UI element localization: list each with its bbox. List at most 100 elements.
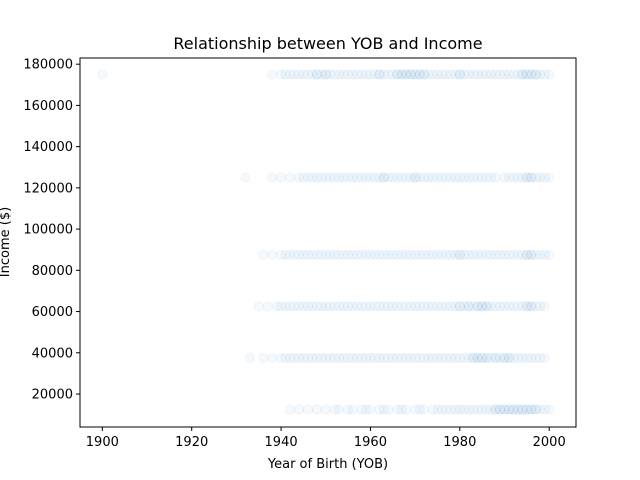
- scatter-point: [320, 352, 331, 364]
- scatter-point: [307, 352, 318, 364]
- scatter-point: [521, 301, 532, 312]
- scatter-point: [329, 69, 340, 80]
- scatter-point: [302, 301, 313, 312]
- scatter-point: [347, 69, 358, 80]
- scatter-point: [441, 301, 452, 312]
- scatter-point: [454, 69, 465, 80]
- scatter-point: [298, 352, 309, 364]
- scatter-point: [481, 301, 492, 312]
- scatter-point: [459, 301, 470, 312]
- scatter-point: [378, 69, 389, 80]
- y-tick-label: 160000: [23, 99, 73, 114]
- scatter-point: [338, 249, 349, 260]
- scatter-point: [517, 249, 528, 260]
- scatter-point: [396, 249, 407, 260]
- scatter-point: [418, 249, 430, 260]
- scatter-point: [494, 69, 506, 80]
- scatter-point: [284, 249, 296, 260]
- scatter-point: [316, 249, 327, 260]
- scatter-point: [481, 352, 492, 364]
- scatter-point: [316, 172, 327, 183]
- scatter-point: [481, 352, 492, 364]
- scatter-point: [418, 172, 430, 183]
- scatter-point: [512, 69, 524, 80]
- scatter-point: [463, 301, 474, 312]
- scatter-point: [494, 249, 506, 260]
- scatter-point: [289, 69, 300, 80]
- scatter-point: [503, 172, 515, 183]
- scatter-point: [432, 301, 443, 312]
- scatter-point: [486, 352, 497, 364]
- y-tick-label: 100000: [23, 223, 73, 238]
- scatter-point: [334, 172, 345, 183]
- scatter-point: [427, 404, 439, 415]
- scatter-point: [284, 301, 296, 312]
- scatter-point: [347, 249, 358, 260]
- scatter-point: [289, 352, 300, 364]
- scatter-point: [486, 172, 497, 183]
- scatter-point: [530, 172, 541, 183]
- scatter-point: [468, 352, 479, 364]
- scatter-point: [410, 69, 421, 80]
- scatter-point: [360, 172, 372, 183]
- scatter-point: [445, 301, 456, 312]
- scatter-point: [477, 249, 488, 260]
- scatter-point: [351, 249, 363, 260]
- scatter-point: [486, 69, 497, 80]
- scatter-point: [334, 352, 345, 364]
- scatter-point: [356, 249, 367, 260]
- scatter-point: [521, 172, 532, 183]
- scatter-point: [289, 301, 300, 312]
- scatter-point: [383, 69, 394, 80]
- scatter-point: [454, 172, 465, 183]
- scatter-point: [463, 69, 474, 80]
- scatter-point: [378, 301, 389, 312]
- scatter-point: [271, 301, 282, 312]
- scatter-point: [414, 249, 425, 260]
- scatter-point: [526, 172, 537, 183]
- scatter-point: [530, 249, 541, 260]
- scatter-point: [351, 301, 363, 312]
- scatter-point: [441, 69, 452, 80]
- scatter-point: [351, 69, 363, 80]
- scatter-point: [423, 249, 434, 260]
- scatter-point: [450, 249, 461, 260]
- scatter-point: [535, 172, 546, 183]
- scatter-point: [267, 352, 278, 364]
- scatter-point: [284, 404, 296, 415]
- scatter-point: [320, 301, 331, 312]
- scatter-point: [535, 69, 546, 80]
- scatter-point: [343, 172, 354, 183]
- scatter-point: [356, 404, 367, 415]
- scatter-point: [410, 69, 421, 80]
- scatter-point: [325, 69, 336, 80]
- scatter-point: [436, 301, 448, 312]
- scatter-point: [307, 249, 318, 260]
- scatter-point: [521, 172, 532, 183]
- scatter-point: [477, 352, 488, 364]
- scatter-point: [472, 301, 483, 312]
- scatter-point: [450, 301, 461, 312]
- scatter-point: [360, 352, 372, 364]
- scatter-point: [526, 301, 537, 312]
- scatter-point: [454, 301, 465, 312]
- scatter-point: [410, 249, 421, 260]
- scatter-point: [302, 172, 313, 183]
- scatter-point: [325, 172, 336, 183]
- scatter-point: [311, 249, 322, 260]
- scatter-point: [347, 404, 358, 415]
- scatter-point: [311, 172, 322, 183]
- scatter-point: [414, 69, 425, 80]
- scatter-point: [244, 352, 255, 364]
- scatter-point: [378, 249, 389, 260]
- scatter-point: [320, 404, 331, 415]
- scatter-point: [374, 69, 385, 80]
- scatter-point: [293, 172, 305, 183]
- scatter-point: [432, 249, 443, 260]
- scatter-point: [369, 249, 381, 260]
- scatter-point: [258, 352, 269, 364]
- scatter-point: [503, 69, 515, 80]
- scatter-point: [423, 352, 434, 364]
- scatter-point: [325, 352, 336, 364]
- scatter-point: [423, 69, 434, 80]
